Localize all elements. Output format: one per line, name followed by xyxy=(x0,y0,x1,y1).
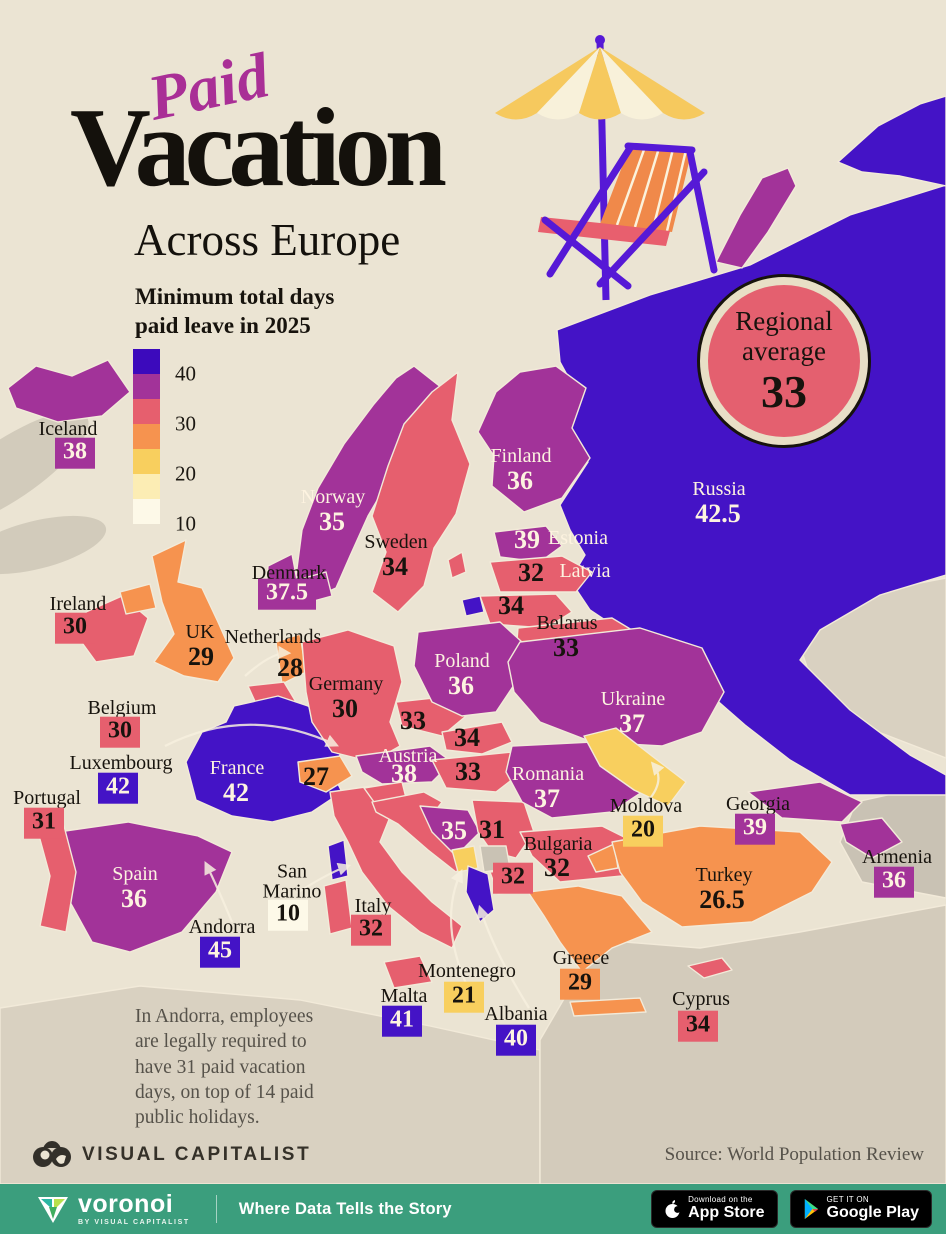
source-credit: Source: World Population Review xyxy=(664,1144,924,1165)
sicily xyxy=(383,955,433,989)
country-shape-kosovo xyxy=(479,845,511,873)
legend-swatch-6 xyxy=(133,499,160,524)
voronoi-bar: voronoi BY VISUAL CAPITALIST Where Data … xyxy=(0,1184,946,1234)
beach-umbrella-icon xyxy=(495,35,705,301)
apple-icon xyxy=(665,1200,681,1218)
legend-swatch-2 xyxy=(133,399,160,424)
denmark-islands xyxy=(303,571,333,603)
country-shape-iceland xyxy=(7,359,131,423)
andorra-footnote: In Andorra, employees are legally requir… xyxy=(135,1006,314,1129)
country-shape-sweden xyxy=(371,371,471,613)
country-shape-ukraine xyxy=(507,627,725,747)
legend-swatch-5 xyxy=(133,474,160,499)
country-shape-greece xyxy=(527,885,653,973)
svalbard xyxy=(715,167,797,269)
country-shape-spain xyxy=(53,821,233,953)
app-store-badge[interactable]: Download on the App Store xyxy=(651,1190,778,1228)
map-subtitle: Minimum total days paid leave in 2025 xyxy=(135,284,335,339)
app-store-tagline: Download on the xyxy=(688,1195,753,1205)
voronoi-tagline: Where Data Tells the Story xyxy=(238,1199,452,1218)
voronoi-brand: voronoi BY VISUAL CAPITALIST xyxy=(36,1192,190,1226)
country-shape-switzerland xyxy=(297,755,353,793)
leaf-decoration xyxy=(0,411,107,575)
country-shape-north-macedonia xyxy=(489,867,533,895)
legend-tick-30: 30 xyxy=(175,411,196,436)
country-shape-slovakia xyxy=(441,721,513,755)
crete xyxy=(569,997,647,1017)
legend-swatches xyxy=(133,349,160,524)
pointer-arrows xyxy=(164,645,665,1009)
country-shape-netherlands xyxy=(275,633,307,685)
country-shape-lithuania xyxy=(479,593,573,629)
regional-average-inner: Regional average 33 xyxy=(708,285,860,437)
country-shape-germany xyxy=(301,629,403,763)
country-shape-bosnia xyxy=(419,805,481,857)
page-title: Vacation xyxy=(70,86,447,210)
country-shape-albania xyxy=(465,865,495,923)
google-play-label: Google Play xyxy=(826,1203,919,1221)
app-store-label: App Store xyxy=(688,1203,765,1221)
visual-capitalist-logo-icon xyxy=(33,1141,71,1167)
regional-average-value: 33 xyxy=(761,365,807,417)
country-shape-armenia xyxy=(839,817,903,859)
store-badges: Download on the App Store GET IT ON Goog… xyxy=(651,1190,932,1228)
northern-ireland xyxy=(119,583,157,615)
footer: VISUAL CAPITALIST Source: World Populati… xyxy=(0,1128,946,1182)
country-shape-uk xyxy=(151,539,235,683)
google-play-tagline: GET IT ON xyxy=(826,1195,869,1205)
country-shape-moldova xyxy=(583,727,687,807)
country-shape-latvia xyxy=(489,555,593,593)
legend-swatch-3 xyxy=(133,424,160,449)
country-shape-finland xyxy=(477,365,591,513)
country-shape-montenegro xyxy=(451,845,479,873)
arctic-islands xyxy=(837,95,946,187)
country-shape-estonia xyxy=(493,525,563,563)
gotland xyxy=(447,551,467,579)
legend-tick-20: 20 xyxy=(175,461,196,486)
country-shape-poland xyxy=(413,621,523,717)
voronoi-wordmark: voronoi xyxy=(78,1190,174,1218)
regional-average-badge: Regional average 33 xyxy=(697,274,871,448)
sardinia xyxy=(323,879,353,935)
divider xyxy=(215,1195,217,1223)
visual-capitalist-wordmark: VISUAL CAPITALIST xyxy=(82,1144,312,1165)
country-shape-turkey xyxy=(611,825,833,928)
country-shape-denmark xyxy=(265,553,299,607)
voronoi-logo-icon xyxy=(38,1197,68,1223)
turkey-thrace xyxy=(587,843,619,873)
google-play-icon xyxy=(804,1199,818,1219)
legend-tick-10: 10 xyxy=(175,511,196,536)
google-play-badge[interactable]: GET IT ON Google Play xyxy=(789,1190,932,1228)
regional-average-label: Regional average xyxy=(735,306,833,366)
title-subheading: Across Europe xyxy=(134,215,401,265)
voronoi-byline: BY VISUAL CAPITALIST xyxy=(78,1219,190,1226)
country-shape-georgia xyxy=(747,781,863,823)
country-shape-cyprus xyxy=(687,957,733,979)
legend-tick-40: 40 xyxy=(175,361,196,386)
kaliningrad xyxy=(461,595,485,617)
land-middle-east xyxy=(539,904,946,1185)
legend-swatch-4 xyxy=(133,449,160,474)
visual-capitalist-brand: VISUAL CAPITALIST xyxy=(32,1140,311,1170)
country-shape-austria xyxy=(355,745,453,785)
country-shape-portugal xyxy=(37,825,77,933)
deck-chair-icon xyxy=(538,142,718,290)
legend-swatch-0 xyxy=(133,349,160,374)
country-shape-hungary xyxy=(431,751,523,793)
legend-swatch-1 xyxy=(133,374,160,399)
